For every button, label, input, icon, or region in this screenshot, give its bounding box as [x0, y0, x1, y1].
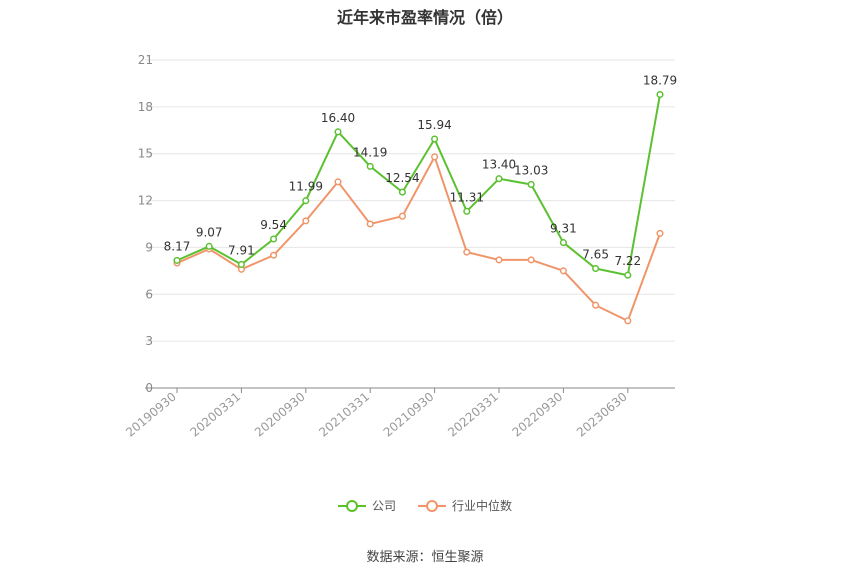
y-tick-label: 15 [138, 147, 153, 161]
data-point [624, 317, 632, 325]
data-point [624, 271, 632, 279]
data-point [527, 180, 535, 189]
chart-title: 近年来市盈率情况（倍） [336, 8, 513, 27]
data-label: 15.94 [417, 118, 451, 132]
data-labels: 8.17 9.07 7.91 9.54 11.99 16.40 14.19 12.54 15.9… [164, 74, 678, 269]
data-label: 9.31 [550, 222, 577, 236]
legend-label-company: 公司 [371, 499, 396, 513]
x-tick-label: 20210331 [316, 390, 372, 440]
data-point [302, 197, 310, 205]
legend-item-company[interactable]: 公司 [337, 497, 396, 514]
y-tick-label: 6 [145, 287, 153, 301]
data-label: 9.54 [260, 218, 287, 232]
data-label: 8.17 [164, 239, 191, 253]
data-point [334, 128, 342, 136]
data-point [334, 178, 342, 186]
x-axis: 20190930 20200331 20200930 20210331 20210930… [123, 387, 675, 440]
data-point [592, 301, 600, 309]
data-point [463, 207, 471, 215]
data-point [237, 260, 245, 269]
data-point [398, 188, 406, 196]
data-label: 7.22 [614, 254, 641, 268]
source-note: 数据来源：恒生聚源 [366, 550, 484, 565]
data-point [366, 162, 374, 170]
data-point [366, 220, 374, 228]
data-point [173, 256, 181, 264]
data-label: 9.07 [196, 225, 223, 239]
data-point [495, 175, 503, 183]
y-tick-label: 18 [138, 100, 153, 114]
data-point [302, 217, 310, 225]
legend-swatch-company [337, 499, 366, 513]
x-tick-label: 20200331 [188, 390, 244, 440]
data-point [398, 212, 406, 220]
data-point [495, 256, 503, 264]
legend-item-industry-median[interactable]: 行业中位数 [418, 497, 512, 514]
legend-swatch-industry-median [418, 499, 446, 513]
data-label: 16.40 [321, 111, 355, 125]
data-label: 7.65 [582, 248, 609, 262]
data-point [559, 239, 567, 247]
data-label: 12.54 [385, 171, 419, 185]
data-point [527, 256, 535, 264]
y-tick-label: 21 [138, 53, 153, 67]
data-label: 13.03 [514, 163, 548, 177]
data-point [463, 248, 471, 256]
data-label: 13.40 [482, 158, 516, 172]
data-point [270, 235, 278, 243]
legend-label-industry-median: 行业中位数 [452, 499, 513, 513]
x-tick-label: 20220331 [445, 390, 501, 440]
series-line [176, 94, 661, 277]
x-tick-label: 20220930 [510, 390, 566, 440]
x-tick-label: 20200930 [252, 390, 308, 440]
data-label: 14.19 [353, 145, 387, 159]
series-layer [173, 90, 664, 325]
x-tick-label: 20210930 [381, 390, 437, 440]
data-point [592, 264, 600, 273]
data-label: 7.91 [228, 243, 255, 257]
y-tick-label: 9 [145, 240, 153, 254]
data-point [431, 135, 439, 143]
data-point [559, 267, 567, 275]
legend: 公司 行业中位数 [0, 497, 850, 514]
data-point [656, 90, 664, 99]
data-label: 11.99 [289, 180, 323, 194]
data-point [205, 242, 213, 250]
data-label: 11.31 [450, 190, 484, 204]
x-tick-label: 20230630 [574, 390, 630, 440]
y-tick-label: 3 [145, 334, 153, 348]
data-point [656, 229, 664, 237]
data-point [431, 153, 439, 161]
data-point [270, 251, 278, 259]
y-tick-label: 12 [138, 194, 153, 208]
x-tick-label: 20190930 [123, 390, 179, 440]
series-line [176, 155, 661, 322]
data-label: 18.79 [643, 74, 677, 88]
